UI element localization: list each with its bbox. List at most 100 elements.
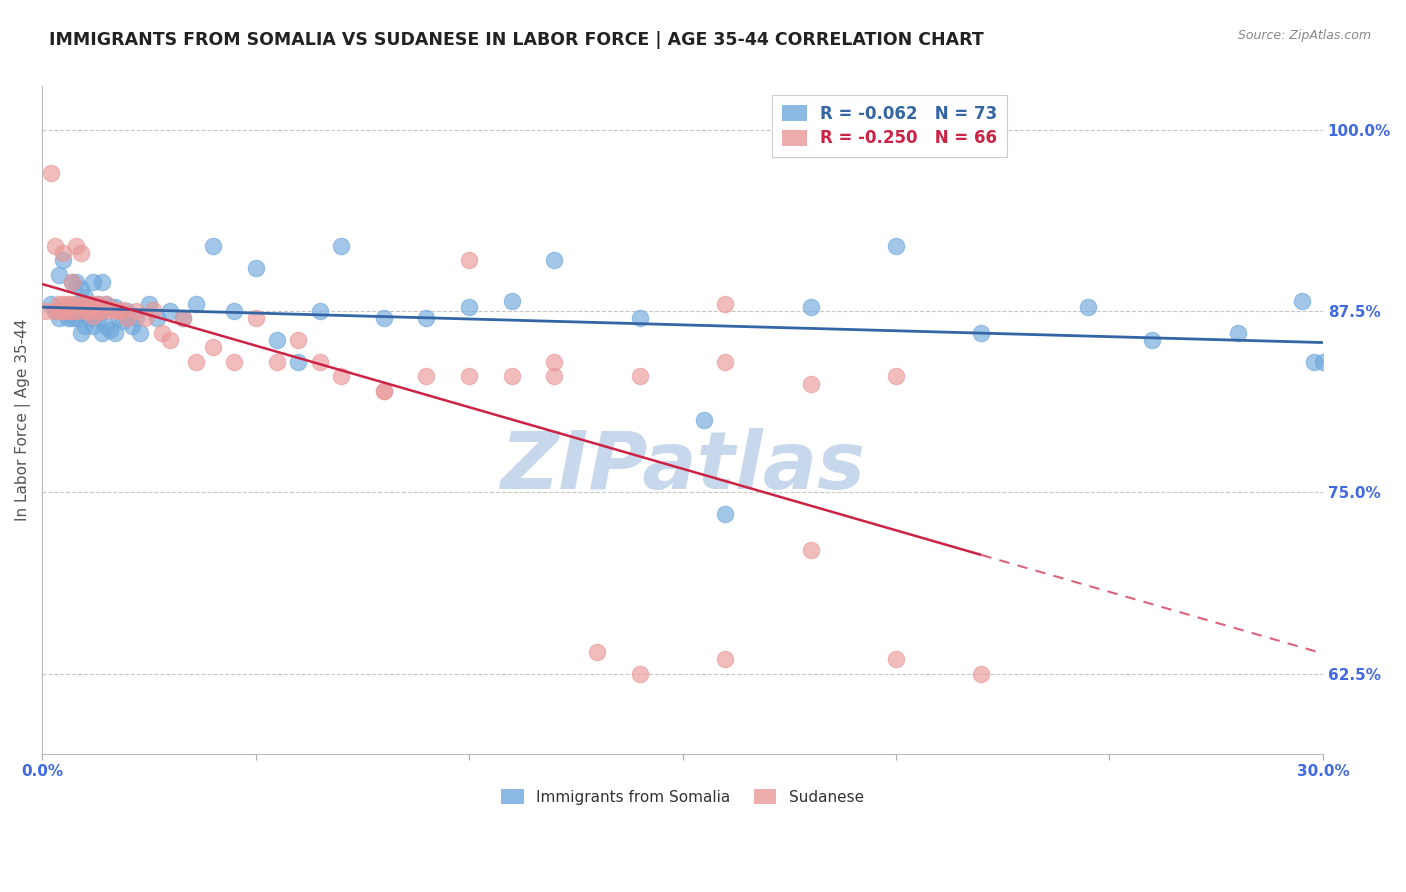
Point	[266, 355, 288, 369]
Point	[970, 666, 993, 681]
Point	[60, 304, 83, 318]
Point	[100, 302, 122, 317]
Point	[201, 239, 224, 253]
Point	[69, 282, 91, 296]
Point	[86, 311, 108, 326]
Point	[82, 304, 104, 318]
Point	[970, 326, 993, 340]
Point	[100, 323, 122, 337]
Point	[94, 297, 117, 311]
Point	[82, 275, 104, 289]
Point	[586, 645, 609, 659]
Point	[60, 304, 83, 318]
Point	[35, 304, 58, 318]
Point	[65, 297, 87, 311]
Point	[56, 304, 79, 318]
Point	[65, 275, 87, 289]
Point	[308, 355, 330, 369]
Point	[146, 311, 169, 326]
Point	[543, 369, 565, 384]
Point	[39, 297, 62, 311]
Point	[884, 652, 907, 666]
Point	[714, 507, 737, 521]
Point	[44, 239, 66, 253]
Point	[159, 304, 181, 318]
Point	[48, 311, 70, 326]
Point	[373, 384, 395, 398]
Point	[104, 326, 127, 340]
Point	[501, 293, 523, 308]
Point	[65, 239, 87, 253]
Point	[104, 302, 127, 317]
Point	[1303, 355, 1326, 369]
Point	[287, 333, 309, 347]
Point	[108, 311, 131, 326]
Point	[86, 304, 108, 318]
Point	[184, 355, 207, 369]
Point	[73, 290, 96, 304]
Point	[714, 355, 737, 369]
Point	[543, 253, 565, 268]
Point	[82, 318, 104, 333]
Point	[628, 311, 651, 326]
Point	[90, 275, 112, 289]
Point	[628, 369, 651, 384]
Point	[86, 297, 108, 311]
Point	[134, 311, 156, 326]
Point	[458, 253, 481, 268]
Point	[48, 297, 70, 311]
Point	[82, 309, 104, 323]
Point	[117, 311, 139, 326]
Y-axis label: In Labor Force | Age 35-44: In Labor Force | Age 35-44	[15, 318, 31, 521]
Point	[628, 666, 651, 681]
Point	[69, 297, 91, 311]
Point	[52, 253, 75, 268]
Text: ZIPatlas: ZIPatlas	[501, 427, 865, 506]
Point	[90, 304, 112, 318]
Point	[800, 376, 823, 391]
Point	[104, 300, 127, 314]
Point	[69, 304, 91, 318]
Point	[112, 302, 135, 317]
Point	[201, 340, 224, 354]
Point	[60, 297, 83, 311]
Point	[1291, 293, 1313, 308]
Point	[77, 304, 100, 318]
Point	[308, 304, 330, 318]
Point	[65, 311, 87, 326]
Point	[48, 304, 70, 318]
Point	[330, 369, 353, 384]
Point	[1312, 355, 1334, 369]
Point	[73, 304, 96, 318]
Point	[125, 311, 148, 326]
Point	[373, 311, 395, 326]
Point	[138, 297, 160, 311]
Point	[100, 300, 122, 314]
Point	[501, 369, 523, 384]
Text: Source: ZipAtlas.com: Source: ZipAtlas.com	[1237, 29, 1371, 42]
Point	[73, 304, 96, 318]
Point	[330, 239, 353, 253]
Point	[73, 297, 96, 311]
Legend: Immigrants from Somalia, Sudanese: Immigrants from Somalia, Sudanese	[494, 781, 872, 813]
Point	[52, 246, 75, 260]
Point	[52, 297, 75, 311]
Point	[150, 326, 173, 340]
Text: IMMIGRANTS FROM SOMALIA VS SUDANESE IN LABOR FORCE | AGE 35-44 CORRELATION CHART: IMMIGRANTS FROM SOMALIA VS SUDANESE IN L…	[49, 31, 984, 49]
Point	[373, 384, 395, 398]
Point	[172, 311, 194, 326]
Point	[108, 304, 131, 318]
Point	[112, 314, 135, 328]
Point	[39, 166, 62, 180]
Point	[224, 355, 246, 369]
Point	[44, 304, 66, 318]
Point	[52, 304, 75, 318]
Point	[224, 304, 246, 318]
Point	[56, 311, 79, 326]
Point	[69, 326, 91, 340]
Point	[44, 304, 66, 318]
Point	[94, 318, 117, 333]
Point	[415, 369, 437, 384]
Point	[77, 300, 100, 314]
Point	[172, 311, 194, 326]
